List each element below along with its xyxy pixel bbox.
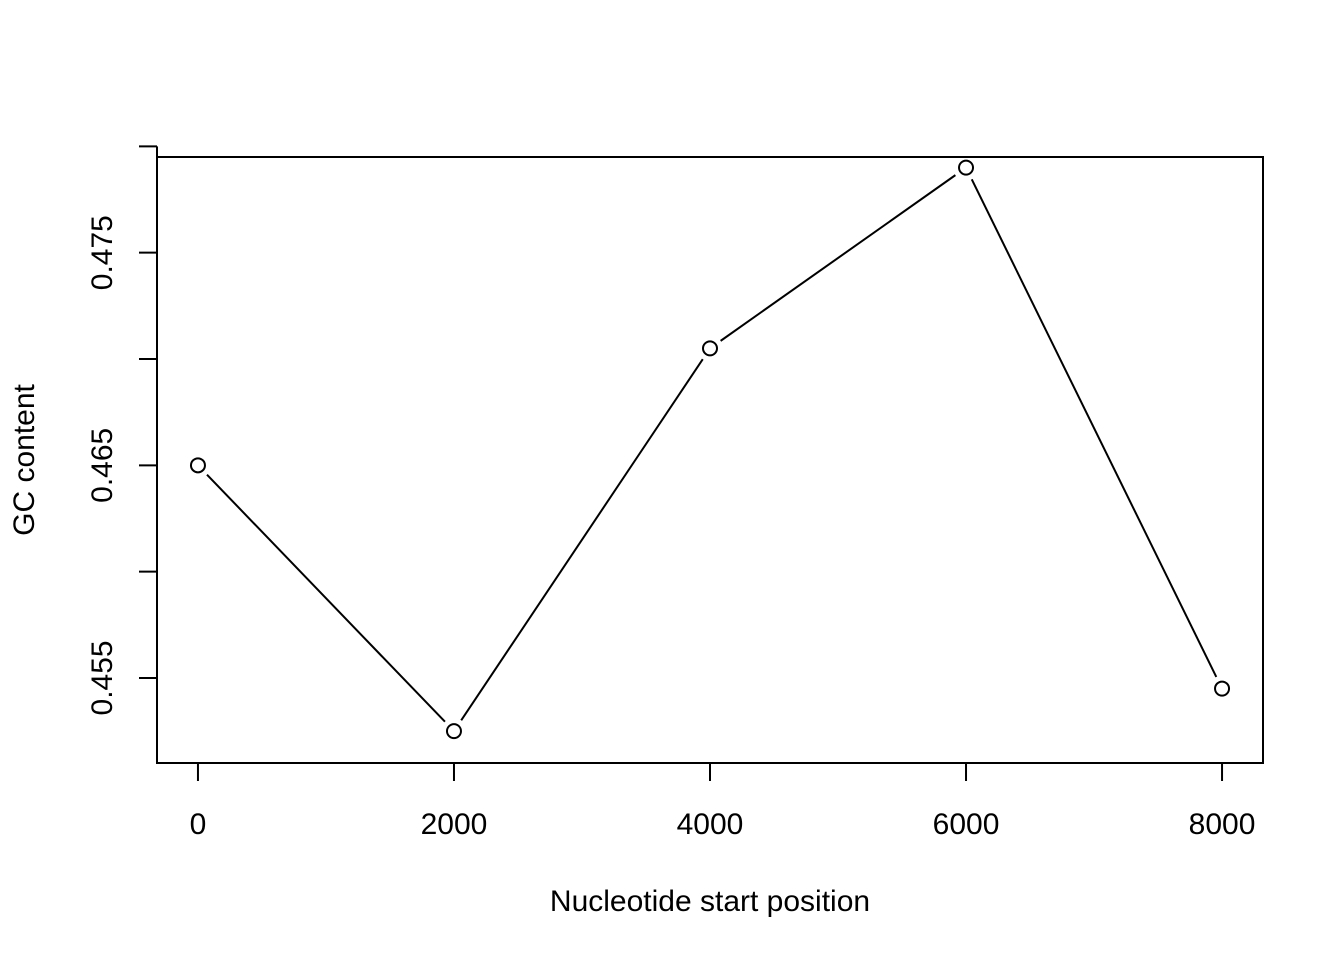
series-line-segment [720, 174, 956, 342]
series-layer [189, 159, 1231, 740]
series-line-segment [460, 358, 704, 721]
y-tick-label: 0.455 [86, 640, 119, 715]
y-tick-label: 0.475 [86, 215, 119, 290]
x-tick-label: 0 [190, 808, 207, 841]
plot-frame-layer [156, 156, 1264, 764]
data-point [1214, 680, 1231, 697]
y-axis: 0.455 0.465 0.475 [86, 145, 158, 715]
y-axis-title: GC content [8, 383, 41, 535]
series-line-segment [206, 473, 446, 723]
data-point [702, 340, 718, 357]
data-point [189, 457, 206, 474]
x-tick-label: 2000 [421, 808, 488, 841]
y-tick-label: 0.465 [86, 428, 119, 503]
x-tick-label: 8000 [1189, 808, 1256, 841]
x-tick-label: 6000 [933, 808, 1000, 841]
series-line-segment [970, 178, 1218, 678]
plot-frame [156, 156, 1264, 764]
data-point [958, 159, 975, 176]
x-axis-title: Nucleotide start position [550, 885, 870, 918]
x-axis: 0 2000 4000 6000 8000 [190, 762, 1256, 841]
data-point [445, 723, 462, 740]
x-tick-label: 4000 [677, 808, 744, 841]
